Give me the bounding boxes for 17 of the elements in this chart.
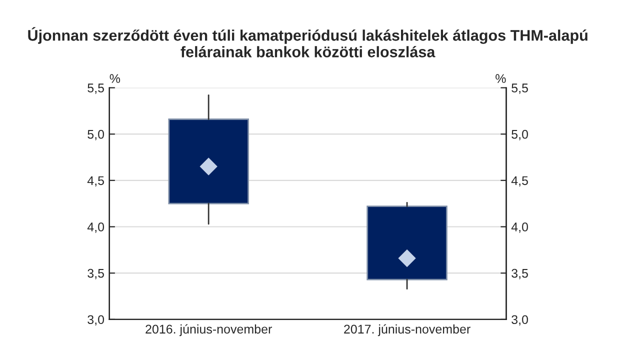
y-axis-title: % xyxy=(110,74,120,83)
y2-tick-label: 3,0 xyxy=(512,315,528,326)
y2-tick-label: 3,5 xyxy=(512,268,528,280)
chart-title: Újonnan szerződött éven túli kamatperiódusú lakáshitelek átlagos THM-alapú felárainak bankok közötti eloszlása xyxy=(28,27,588,58)
y2-tick-label: 4,0 xyxy=(511,222,528,233)
y2-tick-label: 4,5 xyxy=(511,176,528,187)
y-tick-label: 4,5 xyxy=(87,176,104,187)
y-tick-label: 5,0 xyxy=(88,130,104,140)
y2-tick-label: 5,0 xyxy=(512,130,528,140)
x-tick-label: 2016. június-november xyxy=(146,324,272,336)
y-tick-label: 5,5 xyxy=(88,84,104,94)
y2-axis-title: % xyxy=(496,74,506,83)
y2-tick-label: 5,5 xyxy=(512,84,528,94)
x-tick-label: 2017. június-november xyxy=(344,324,470,336)
y-tick-label: 3,0 xyxy=(88,315,104,326)
y-tick-label: 4,0 xyxy=(87,222,104,233)
y-tick-label: 3,5 xyxy=(88,268,104,280)
